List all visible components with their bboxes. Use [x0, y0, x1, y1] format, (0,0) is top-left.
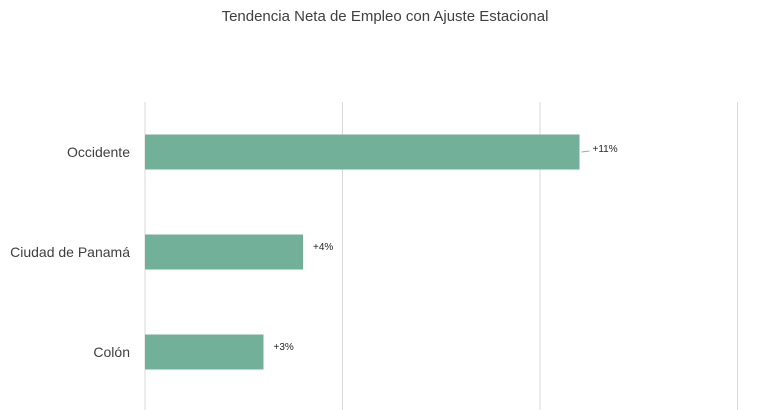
- category-label: Occidente: [67, 144, 130, 160]
- data-label-leader: [581, 150, 590, 153]
- data-label: +11%: [593, 144, 618, 155]
- data-label: +3%: [274, 342, 294, 353]
- chart-title: Tendencia Neta de Empleo con Ajuste Esta…: [221, 8, 549, 25]
- data-label: +4%: [313, 242, 333, 253]
- bar: [145, 134, 580, 170]
- category-label: Ciudad de Panamá: [10, 244, 130, 260]
- bar: [145, 334, 264, 370]
- bar: [145, 234, 303, 270]
- category-label: Colón: [93, 344, 130, 360]
